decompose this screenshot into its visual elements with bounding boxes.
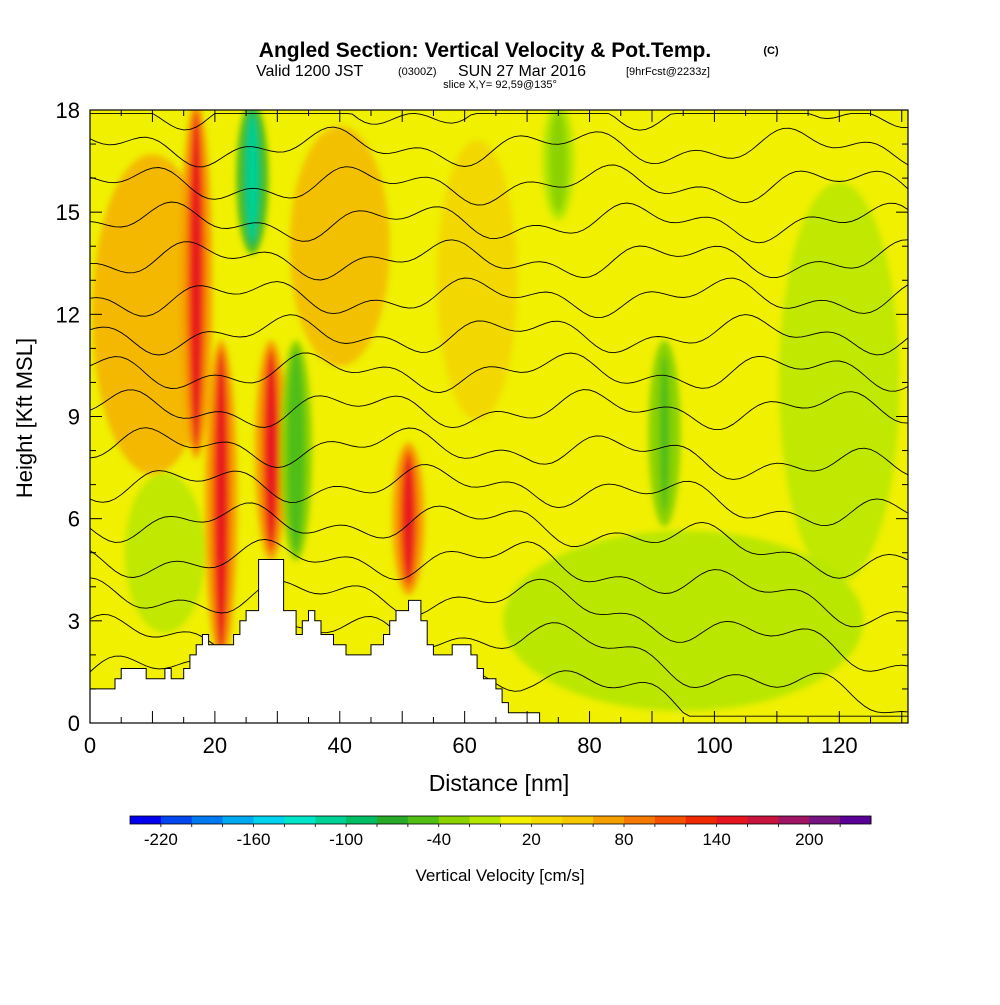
colorbar-swatch <box>654 816 687 824</box>
valid-prefix: Valid 1200 JST <box>256 63 364 80</box>
y-tick-label: 12 <box>56 302 80 327</box>
x-tick-label: 120 <box>821 733 858 758</box>
colorbar-swatch <box>315 816 347 824</box>
x-tick-label: 100 <box>696 733 733 758</box>
valid-date: SUN 27 Mar 2016 <box>458 63 586 80</box>
y-tick-label: 3 <box>68 609 80 634</box>
updraft-band-core <box>403 456 414 581</box>
field-patch <box>289 126 390 367</box>
colorbar-swatch <box>346 816 378 824</box>
colorbar-swatch <box>562 816 594 824</box>
colorbar-swatch <box>284 816 316 824</box>
colorbar-tick-label: 20 <box>522 830 541 849</box>
colorbar-swatch <box>130 816 162 824</box>
colorbar-swatch <box>191 816 224 824</box>
x-axis-label: Distance [nm] <box>429 770 570 796</box>
y-tick-label: 9 <box>68 405 80 430</box>
colorbar-swatch <box>160 816 193 824</box>
isentrope-line <box>90 164 908 206</box>
updraft-band-core <box>216 354 227 649</box>
y-axis: 0 3 6 9 12 15 18 <box>56 98 908 736</box>
isentrope-line <box>90 277 908 319</box>
colorbar-swatch <box>407 816 440 824</box>
downdraft-band-core <box>659 354 670 513</box>
x-tick-label: 20 <box>203 733 227 758</box>
isentrope-contours <box>90 112 908 717</box>
colorbar-label: Vertical Velocity [cm/s] <box>415 866 584 885</box>
colorbar-swatch <box>377 816 409 824</box>
isentrope-line <box>90 427 908 480</box>
isentrope-line <box>90 239 908 281</box>
chart-title-tag: (C) <box>763 45 779 57</box>
y-tick-label: 18 <box>56 98 80 123</box>
isentrope-line <box>90 577 908 672</box>
colorbar-swatch <box>531 816 563 824</box>
isentrope-line <box>90 389 908 431</box>
colorbar-swatch <box>809 816 841 824</box>
colorbar-tick-label: -100 <box>329 830 363 849</box>
chart-title: Angled Section: Vertical Velocity & Pot.… <box>259 39 711 62</box>
colorbar-swatch <box>840 816 872 824</box>
isentrope-line <box>90 538 908 628</box>
colorbar-swatch <box>624 816 656 824</box>
colorbar-swatch <box>500 816 532 824</box>
terrain-mask <box>89 559 541 724</box>
colorbar-swatch <box>747 816 779 824</box>
downdraft-band-core <box>247 116 258 241</box>
isentrope-line <box>90 314 908 356</box>
colorbar-swatch <box>593 816 625 824</box>
y-tick-label: 0 <box>68 711 80 736</box>
x-tick-label: 40 <box>328 733 352 758</box>
isentrope-line <box>90 201 908 244</box>
colorbar-swatch <box>778 816 810 824</box>
downdraft-band-core <box>553 116 564 207</box>
x-axis: 0 20 40 60 80 100 120 <box>84 110 903 758</box>
colorbar-swatch <box>222 816 254 824</box>
x-tick-label: 0 <box>84 733 96 758</box>
field-patch <box>124 472 205 633</box>
isentrope-line <box>90 126 908 168</box>
updraft-band-core <box>266 354 277 547</box>
forecast-tag: [9hrFcst@2233z] <box>626 66 710 78</box>
y-axis-label: Height [Kft MSL] <box>12 338 37 498</box>
x-tick-label: 80 <box>577 733 601 758</box>
isentrope-line <box>90 502 908 579</box>
colorbar-tick-label: 140 <box>702 830 730 849</box>
colorbar-tick-label: 200 <box>795 830 823 849</box>
field-patch <box>503 530 864 711</box>
valid-utc: (0300Z) <box>398 66 437 78</box>
colorbar-swatch <box>469 816 501 824</box>
colorbar-tick-label: 80 <box>615 830 634 849</box>
colorbar-swatch <box>685 816 718 824</box>
colorbar-tick-label: -40 <box>426 830 451 849</box>
isentrope-line <box>90 112 908 131</box>
isentrope-line <box>90 352 908 394</box>
colorbar-tick-label: -160 <box>236 830 270 849</box>
y-tick-label: 6 <box>68 507 80 532</box>
slice-label: slice X,Y= 92,59@135° <box>443 79 557 91</box>
colorbar-tick-label: -220 <box>144 830 178 849</box>
y-tick-label: 15 <box>56 200 80 225</box>
colorbar-swatch <box>716 816 748 824</box>
x-tick-label: 60 <box>452 733 476 758</box>
downdraft-band-core <box>291 354 302 547</box>
colorbar: -220 -160 -100 -40 20 80 140 200 <box>129 815 872 849</box>
colorbar-swatch <box>253 816 285 824</box>
field-patch <box>779 182 900 583</box>
colorbar-swatch <box>438 816 471 824</box>
isentrope-line <box>90 464 908 527</box>
updraft-band-core <box>191 116 202 445</box>
